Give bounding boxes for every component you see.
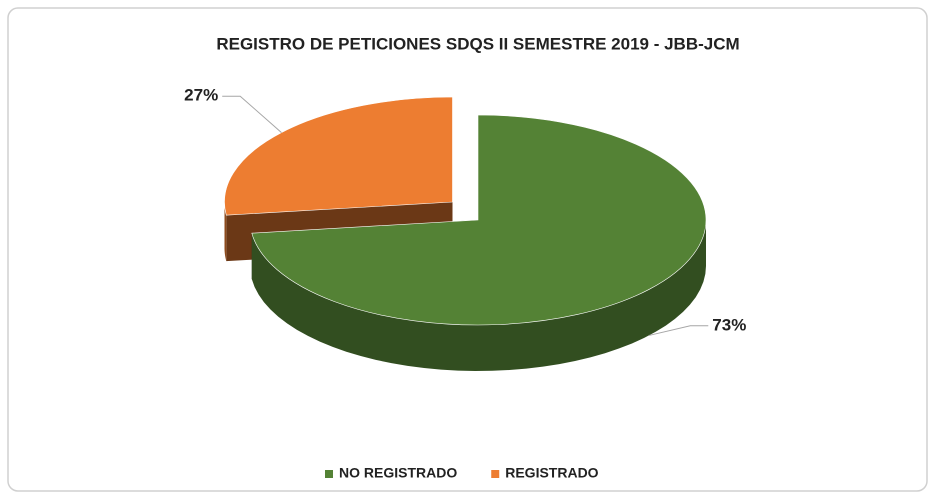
leader-line: [222, 95, 282, 133]
slice-wall: [251, 220, 706, 371]
legend-swatch: [491, 470, 500, 478]
slice: [251, 114, 707, 326]
legend-label: REGISTRADO: [505, 465, 598, 481]
slice: [224, 96, 453, 216]
chart-title: REGISTRO DE PETICIONES SDQS II SEMESTRE …: [216, 34, 739, 53]
leader-line: [648, 325, 709, 336]
slice-wall: [224, 202, 227, 262]
data-label: 27%: [184, 86, 218, 105]
data-label: 73%: [712, 315, 746, 334]
legend-label: NO REGISTRADO: [339, 465, 457, 481]
legend-swatch: [325, 470, 333, 478]
